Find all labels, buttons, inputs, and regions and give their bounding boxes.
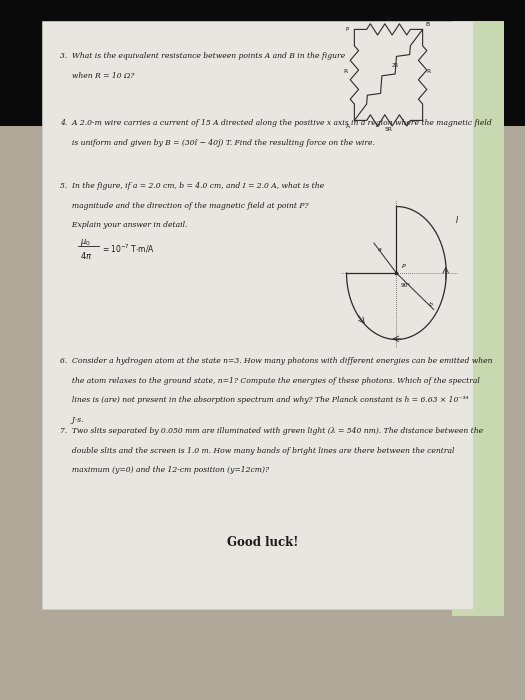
Text: J·s.: J·s. bbox=[60, 416, 84, 423]
Text: 2R: 2R bbox=[391, 63, 398, 68]
Text: 5R: 5R bbox=[384, 127, 393, 132]
Text: 7.  Two slits separated by 0.050 mm are illuminated with green light (λ = 540 nm: 7. Two slits separated by 0.050 mm are i… bbox=[60, 427, 484, 435]
Text: Explain your answer in detail.: Explain your answer in detail. bbox=[60, 221, 188, 229]
Text: 5.  In the figure, if a = 2.0 cm, b = 4.0 cm, and I = 2.0 A, what is the: 5. In the figure, if a = 2.0 cm, b = 4.0… bbox=[60, 182, 324, 190]
Text: maximum (y=0) and the 12-cm position (y=12cm)?: maximum (y=0) and the 12-cm position (y=… bbox=[60, 466, 269, 474]
Text: magnitude and the direction of the magnetic field at point P?: magnitude and the direction of the magne… bbox=[60, 202, 309, 209]
Text: R: R bbox=[343, 69, 347, 74]
Text: $= 10^{-7}$ T$\cdot$m/A: $= 10^{-7}$ T$\cdot$m/A bbox=[101, 242, 155, 255]
Bar bbox=[0, 0, 525, 126]
Text: when R = 10 Ω?: when R = 10 Ω? bbox=[60, 72, 135, 80]
Bar bbox=[42, 21, 473, 609]
Text: B: B bbox=[426, 22, 430, 27]
Text: 6.  Consider a hydrogen atom at the state n=3. How many photons with different e: 6. Consider a hydrogen atom at the state… bbox=[60, 357, 493, 365]
Text: 3.  What is the equivalent resistance between points A and B in the figure: 3. What is the equivalent resistance bet… bbox=[60, 52, 345, 60]
Bar bbox=[452, 21, 504, 616]
Text: double slits and the screen is 1.0 m. How many bands of bright lines are there b: double slits and the screen is 1.0 m. Ho… bbox=[60, 447, 455, 454]
Text: $\mu_0$: $\mu_0$ bbox=[80, 237, 90, 248]
Text: P: P bbox=[402, 264, 405, 269]
Text: I: I bbox=[456, 216, 458, 225]
Text: R: R bbox=[427, 69, 431, 74]
Bar bbox=[0, 126, 525, 700]
Text: P: P bbox=[346, 27, 349, 32]
Text: is uniform and given by B = (30î − 40ĵ) T. Find the resulting force on the wire.: is uniform and given by B = (30î − 40ĵ) … bbox=[60, 139, 375, 146]
Text: lines is (are) not present in the absorption spectrum and why? The Planck consta: lines is (are) not present in the absorp… bbox=[60, 396, 469, 404]
Text: the atom relaxes to the ground state, n=1? Compute the energies of these photons: the atom relaxes to the ground state, n=… bbox=[60, 377, 480, 384]
Text: Good luck!: Good luck! bbox=[227, 536, 298, 549]
Text: A: A bbox=[346, 124, 350, 129]
Text: 90°: 90° bbox=[401, 283, 412, 288]
Text: $4\pi$: $4\pi$ bbox=[80, 250, 92, 261]
Text: b: b bbox=[429, 302, 433, 307]
Text: a: a bbox=[377, 246, 381, 252]
Text: 4.  A 2.0-m wire carries a current of 15 A directed along the positive x axis in: 4. A 2.0-m wire carries a current of 15 … bbox=[60, 119, 492, 127]
Text: 2R: 2R bbox=[384, 18, 393, 22]
